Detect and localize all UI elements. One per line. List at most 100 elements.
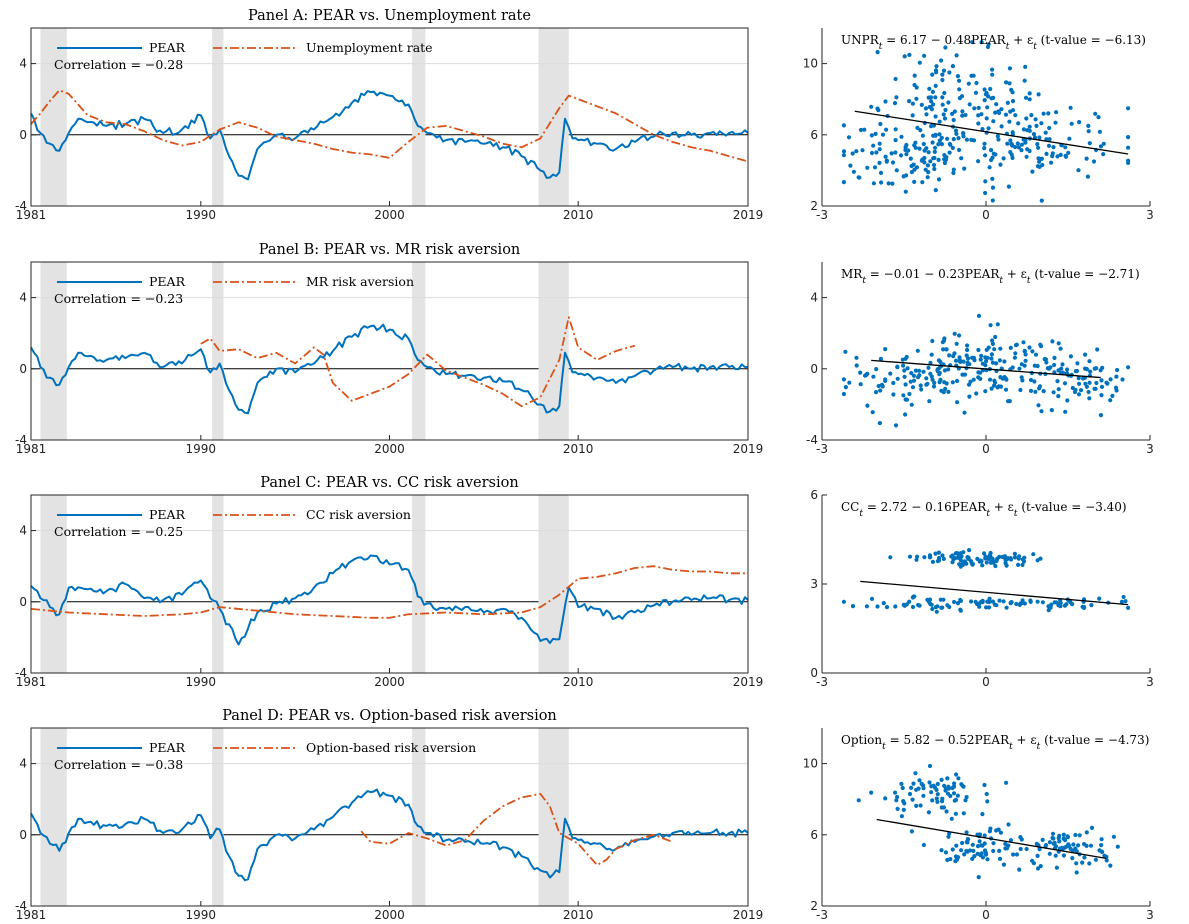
scatter-point <box>954 131 959 136</box>
scatter-y-tick-label: 10 <box>803 757 818 771</box>
legend-label-comparison: Option-based risk aversion <box>306 740 476 755</box>
scatter-point <box>1050 831 1056 836</box>
scatter-point <box>939 135 944 140</box>
comparison-series-line <box>360 793 673 866</box>
scatter-point <box>911 162 916 167</box>
scatter-point <box>982 782 987 788</box>
scatter-point <box>1021 127 1026 132</box>
scatter-point <box>1039 409 1044 414</box>
scatter-point <box>1076 168 1081 173</box>
scatter-point <box>1020 562 1025 568</box>
scatter-point <box>1099 843 1104 848</box>
scatter-point <box>944 809 949 814</box>
scatter-point <box>967 394 972 399</box>
scatter-point <box>912 179 917 184</box>
scatter-y-tick-label: 4 <box>810 291 818 305</box>
scatter-point <box>953 811 959 816</box>
scatter-point <box>924 376 929 381</box>
scatter-point <box>917 146 922 151</box>
recession-band <box>212 28 224 206</box>
scatter-point <box>1068 354 1073 359</box>
recession-band <box>212 262 224 440</box>
scatter-point <box>925 597 930 602</box>
scatter-point <box>960 109 965 114</box>
regression-line <box>860 580 1129 606</box>
scatter-point <box>1126 145 1131 150</box>
time-series-plot: Panel B: PEAR vs. MR risk aversion 1981 19… <box>15 242 763 456</box>
scatter-point <box>1108 863 1113 868</box>
scatter-point <box>940 796 945 801</box>
scatter-point <box>936 142 941 147</box>
scatter-point <box>1008 345 1013 350</box>
scatter-point <box>905 366 910 371</box>
scatter-point <box>979 40 984 45</box>
recession-band <box>40 28 67 206</box>
y-tick-label: 0 <box>19 128 27 142</box>
scatter-point <box>953 797 959 803</box>
scatter-point <box>963 112 968 118</box>
scatter-point <box>947 831 952 836</box>
scatter-point <box>903 412 908 417</box>
scatter-point <box>963 798 968 803</box>
scatter-point <box>1012 551 1018 557</box>
scatter-point <box>954 341 959 346</box>
y-tick-label: 4 <box>19 757 27 771</box>
scatter-point <box>956 776 961 781</box>
scatter-point <box>944 347 949 352</box>
scatter-point <box>953 859 958 864</box>
scatter-point <box>869 596 875 602</box>
scatter-point <box>901 807 906 813</box>
scatter-point <box>987 599 992 605</box>
scatter-point <box>1049 160 1054 165</box>
scatter-point <box>988 377 993 382</box>
x-tick-label: 1990 <box>186 208 217 222</box>
scatter-point <box>964 353 969 358</box>
scatter-point <box>964 848 969 854</box>
scatter-point <box>1086 123 1091 128</box>
scatter-point <box>893 127 898 132</box>
scatter-point <box>952 109 958 114</box>
scatter-point <box>1025 147 1030 152</box>
scatter-point <box>895 376 900 381</box>
scatter-point <box>961 550 966 555</box>
correlation-label: Correlation = −0.38 <box>54 757 183 772</box>
scatter-point <box>841 180 847 185</box>
regression-line <box>854 110 1129 155</box>
scatter-point <box>935 367 940 372</box>
scatter-point <box>903 382 908 387</box>
scatter-point <box>1121 594 1126 600</box>
scatter-point <box>904 152 909 157</box>
scatter-point <box>929 99 934 104</box>
scatter-point <box>1035 599 1040 604</box>
scatter-point <box>1047 840 1052 845</box>
scatter-point <box>933 114 938 119</box>
scatter-point <box>927 555 933 560</box>
scatter-point <box>1061 836 1066 841</box>
scatter-point <box>1004 846 1010 851</box>
scatter-point <box>1074 849 1079 854</box>
scatter-point <box>943 107 948 113</box>
scatter-point <box>957 359 962 364</box>
scatter-point <box>843 349 848 354</box>
scatter-point <box>1104 858 1109 863</box>
scatter-point <box>1065 834 1070 839</box>
scatter-point <box>909 170 915 175</box>
scatter-point <box>976 375 981 380</box>
scatter-point <box>967 548 972 553</box>
scatter-point <box>875 50 880 55</box>
scatter-point <box>912 73 917 78</box>
scatter-point <box>1021 340 1026 345</box>
scatter-y-tick-label: 6 <box>810 828 818 842</box>
scatter-point <box>1051 390 1056 395</box>
scatter-point <box>941 68 947 73</box>
scatter-point <box>921 783 926 788</box>
scatter-point <box>1073 832 1078 838</box>
scatter-point <box>874 390 879 395</box>
scatter-point <box>1056 341 1061 346</box>
scatter-point <box>1023 358 1028 363</box>
scatter-point <box>1056 836 1061 841</box>
scatter-point <box>937 132 942 137</box>
scatter-point <box>1022 555 1027 560</box>
scatter-point <box>902 54 907 59</box>
scatter-point <box>987 596 992 601</box>
